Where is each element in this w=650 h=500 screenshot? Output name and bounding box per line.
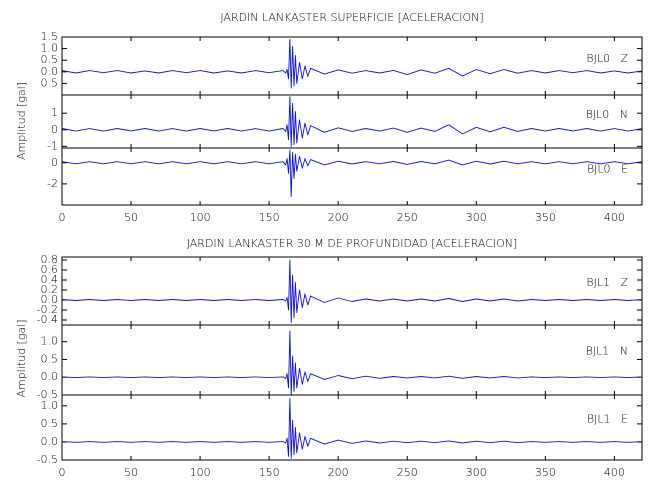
y-axis-label: Amplitud [gal] [15, 82, 28, 160]
panel-frame [61, 256, 643, 326]
x-tick-label: 250 [397, 211, 418, 224]
y-tick-label: 1.5 [41, 30, 59, 43]
x-tick-label: 200 [328, 211, 349, 224]
y-tick-label: 0.0 [41, 65, 59, 78]
x-tick-label: 300 [466, 466, 487, 479]
y-tick-label: 0.5 [41, 352, 59, 365]
y-tick-label: 0.2 [41, 283, 59, 296]
trace-label: BJL1 Z [586, 276, 628, 289]
y-tick-label: 1.0 [41, 42, 59, 55]
x-tick-label: 100 [190, 466, 211, 479]
y-tick-label: 0.0 [41, 293, 59, 306]
y-tick-label: -2 [47, 177, 58, 190]
y-tick-label: 0.4 [41, 273, 59, 286]
x-tick-label: 350 [535, 211, 556, 224]
trace-label: BJL1 N [586, 345, 628, 358]
y-tick-label: 1.0 [41, 399, 59, 412]
panel-frame [61, 324, 643, 396]
trace-label: BJL0 E [587, 163, 628, 176]
waveform [61, 398, 643, 459]
trace-label: BJL1 E [587, 413, 628, 426]
panel-frame [61, 94, 643, 149]
x-tick-label: 300 [466, 211, 487, 224]
waveform [61, 259, 643, 323]
waveform [61, 38, 643, 89]
y-tick-label: 0.5 [41, 53, 59, 66]
y-tick-label: 0.6 [41, 263, 59, 276]
waveform [61, 330, 643, 396]
chart-title: JARDIN LANKASTER 30 M DE PROFUNDIDAD [AC… [187, 237, 518, 250]
trace-label: BJL0 N [586, 108, 628, 121]
y-tick-label: 0 [51, 123, 58, 136]
panel-frame [61, 147, 643, 206]
y-tick-label: -1 [47, 139, 58, 152]
y-tick-label: 0.0 [41, 370, 59, 383]
x-tick-label: 100 [190, 211, 211, 224]
x-tick-label: 350 [535, 466, 556, 479]
y-tick-label: 0 [51, 156, 58, 169]
x-tick-label: 50 [124, 466, 138, 479]
y-tick-label: 1.0 [41, 335, 59, 348]
x-tick-label: 400 [604, 466, 625, 479]
y-tick-label: 0.5 [41, 417, 59, 430]
x-tick-label: 400 [604, 211, 625, 224]
y-tick-label: 1 [51, 106, 58, 119]
x-tick-label: 150 [259, 211, 280, 224]
chart-title: JARDIN LANKASTER SUPERFICIE [ACELERACION… [220, 11, 483, 24]
x-tick-label: 250 [397, 466, 418, 479]
x-tick-label: 0 [59, 466, 66, 479]
y-tick-label: -0.5 [37, 388, 58, 401]
y-tick-label: -0.2 [37, 303, 58, 316]
y-tick-label: 0.5 [41, 76, 59, 89]
y-tick-label: -0.4 [37, 313, 58, 326]
x-tick-label: 150 [259, 466, 280, 479]
panel-frame [61, 36, 643, 96]
waveform [61, 149, 643, 198]
y-axis-label: Amplitud [gal] [15, 319, 28, 397]
x-tick-label: 0 [59, 211, 66, 224]
x-tick-label: 200 [328, 466, 349, 479]
y-tick-label: 0.0 [41, 435, 59, 448]
waveform [61, 96, 643, 147]
panel-frame [61, 394, 643, 461]
trace-label: BJL0 Z [586, 52, 628, 65]
y-tick-label: -0.5 [37, 453, 58, 466]
x-tick-label: 50 [124, 211, 138, 224]
y-tick-label: 0.8 [41, 253, 59, 266]
